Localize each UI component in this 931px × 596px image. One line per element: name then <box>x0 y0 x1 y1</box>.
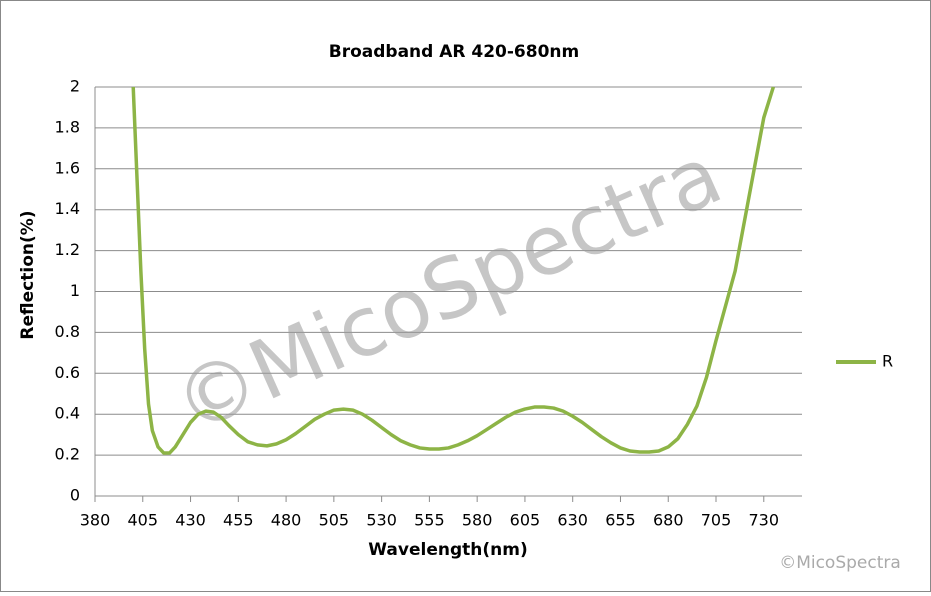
x-axis-label: Wavelength(nm) <box>368 540 527 560</box>
y-tick-label: 0.6 <box>55 363 80 382</box>
y-tick-label: 0 <box>70 486 80 505</box>
y-tick-label: 1.6 <box>55 158 80 177</box>
y-tick-label: 1.2 <box>55 240 80 259</box>
x-tick-label: 555 <box>414 511 445 530</box>
x-tick-label: 455 <box>223 511 254 530</box>
x-tick-label: 705 <box>701 511 732 530</box>
y-tick-label: 0.4 <box>55 404 80 423</box>
y-tick-label: 0.2 <box>55 445 80 464</box>
x-tick-label: 405 <box>127 511 158 530</box>
x-tick-label: 480 <box>271 511 302 530</box>
y-tick-label: 2 <box>70 77 80 96</box>
x-tick-label: 680 <box>653 511 684 530</box>
chart-title: Broadband AR 420-680nm <box>329 42 580 62</box>
legend-label: R <box>882 352 893 371</box>
x-tick-label: 380 <box>80 511 111 530</box>
y-tick-label: 1.4 <box>55 199 80 218</box>
x-tick-label: 580 <box>462 511 493 530</box>
x-tick-label: 630 <box>557 511 588 530</box>
x-tick-label: 730 <box>749 511 780 530</box>
y-tick-label: 1 <box>70 281 80 300</box>
y-axis-label: Reflection(%) <box>18 210 38 339</box>
data-line <box>131 86 776 455</box>
x-tick-label: 505 <box>319 511 350 530</box>
x-tick-label: 605 <box>510 511 541 530</box>
x-tick-label: 655 <box>605 511 636 530</box>
x-tick-label: 430 <box>175 511 206 530</box>
y-tick-label: 1.8 <box>55 117 80 136</box>
y-tick-label: 0.8 <box>55 322 80 341</box>
credit: ©MicoSpectra <box>779 553 901 573</box>
x-tick-label: 530 <box>366 511 397 530</box>
